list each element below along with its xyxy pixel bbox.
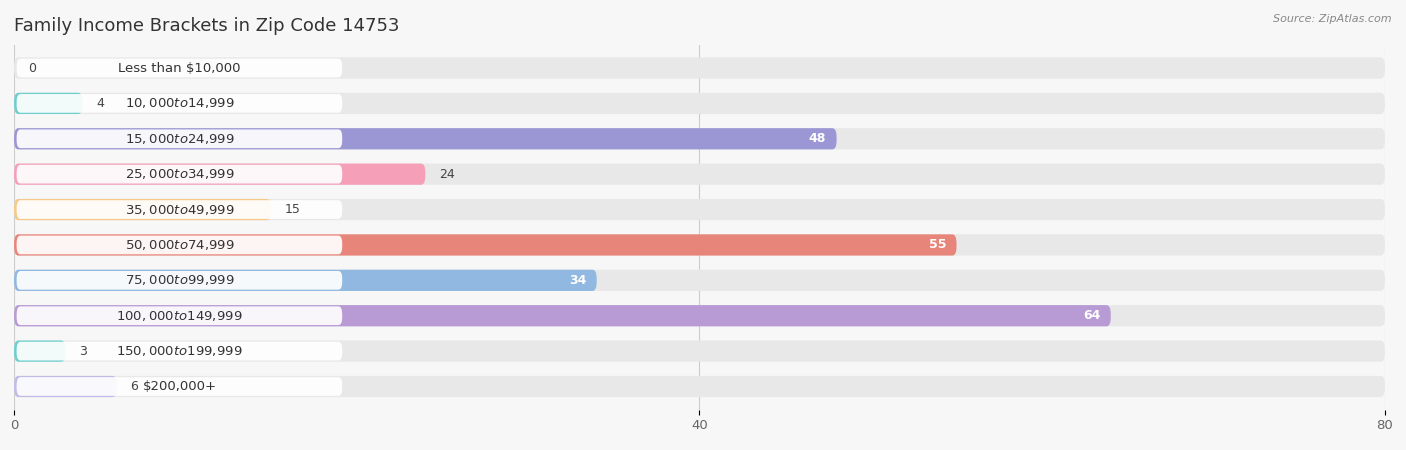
FancyBboxPatch shape	[17, 377, 342, 396]
Text: Family Income Brackets in Zip Code 14753: Family Income Brackets in Zip Code 14753	[14, 17, 399, 35]
FancyBboxPatch shape	[17, 94, 342, 113]
Text: $15,000 to $24,999: $15,000 to $24,999	[125, 132, 235, 146]
FancyBboxPatch shape	[17, 200, 342, 219]
FancyBboxPatch shape	[14, 376, 117, 397]
FancyBboxPatch shape	[14, 305, 1111, 326]
Text: 4: 4	[96, 97, 104, 110]
Text: $50,000 to $74,999: $50,000 to $74,999	[125, 238, 235, 252]
Text: $150,000 to $199,999: $150,000 to $199,999	[117, 344, 243, 358]
FancyBboxPatch shape	[14, 93, 1385, 114]
FancyBboxPatch shape	[14, 376, 1385, 397]
FancyBboxPatch shape	[14, 270, 596, 291]
FancyBboxPatch shape	[14, 93, 83, 114]
FancyBboxPatch shape	[17, 165, 342, 184]
FancyBboxPatch shape	[17, 236, 342, 254]
Text: 55: 55	[929, 238, 946, 252]
Text: $35,000 to $49,999: $35,000 to $49,999	[125, 202, 235, 216]
FancyBboxPatch shape	[14, 341, 66, 362]
FancyBboxPatch shape	[17, 130, 342, 148]
FancyBboxPatch shape	[14, 199, 271, 220]
Text: 6: 6	[131, 380, 138, 393]
FancyBboxPatch shape	[17, 271, 342, 290]
Text: $10,000 to $14,999: $10,000 to $14,999	[125, 96, 235, 110]
Text: 48: 48	[808, 132, 827, 145]
FancyBboxPatch shape	[14, 58, 1385, 79]
FancyBboxPatch shape	[14, 234, 956, 256]
FancyBboxPatch shape	[17, 342, 342, 360]
Text: $100,000 to $149,999: $100,000 to $149,999	[117, 309, 243, 323]
Text: 24: 24	[439, 168, 454, 180]
Text: 3: 3	[79, 345, 87, 358]
FancyBboxPatch shape	[17, 306, 342, 325]
FancyBboxPatch shape	[14, 199, 1385, 220]
FancyBboxPatch shape	[14, 341, 1385, 362]
FancyBboxPatch shape	[17, 58, 342, 77]
FancyBboxPatch shape	[14, 305, 1385, 326]
Text: $25,000 to $34,999: $25,000 to $34,999	[125, 167, 235, 181]
FancyBboxPatch shape	[14, 234, 1385, 256]
Text: Less than $10,000: Less than $10,000	[118, 62, 240, 75]
FancyBboxPatch shape	[14, 128, 837, 149]
FancyBboxPatch shape	[14, 163, 425, 185]
Text: 34: 34	[569, 274, 586, 287]
Text: Source: ZipAtlas.com: Source: ZipAtlas.com	[1274, 14, 1392, 23]
FancyBboxPatch shape	[14, 270, 1385, 291]
Text: 64: 64	[1083, 309, 1101, 322]
Text: 15: 15	[285, 203, 301, 216]
Text: 0: 0	[28, 62, 35, 75]
FancyBboxPatch shape	[14, 163, 1385, 185]
FancyBboxPatch shape	[14, 128, 1385, 149]
Text: $75,000 to $99,999: $75,000 to $99,999	[125, 273, 235, 288]
Text: $200,000+: $200,000+	[142, 380, 217, 393]
